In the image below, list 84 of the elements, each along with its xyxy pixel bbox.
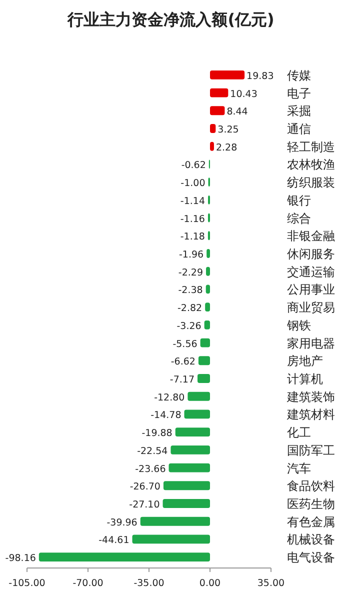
y-tick-label: 纺织服装 <box>287 176 335 190</box>
y-tick-label: 建筑材料 <box>286 408 335 422</box>
chart-title: 行业主力资金净流入额(亿元) <box>66 10 274 29</box>
data-label: -6.62 <box>170 356 196 368</box>
data-label: -7.17 <box>170 374 195 386</box>
x-tick-label: -70.00 <box>72 578 104 589</box>
bar <box>210 88 228 98</box>
y-tick-label: 非银金融 <box>287 229 335 244</box>
y-tick-label: 银行 <box>286 193 311 208</box>
data-label: -2.38 <box>178 285 203 296</box>
y-tick-label: 综合 <box>287 211 311 226</box>
bar <box>175 428 210 437</box>
data-label: -19.88 <box>142 428 172 440</box>
data-label: -12.80 <box>154 392 185 404</box>
data-label: -39.96 <box>106 517 138 528</box>
y-tick-label: 机械设备 <box>287 532 335 547</box>
y-tick-label: 采掘 <box>287 104 311 118</box>
data-label: -22.54 <box>137 446 168 457</box>
bar <box>210 106 225 116</box>
data-label: 3.25 <box>218 124 239 136</box>
data-label: -27.10 <box>129 500 160 510</box>
x-tick-label: -35.00 <box>134 578 164 589</box>
data-label: -3.26 <box>176 320 202 332</box>
y-tick-label: 房地产 <box>287 354 323 368</box>
y-tick-label: 电子 <box>287 86 311 100</box>
y-tick-label: 通信 <box>287 122 311 136</box>
bar <box>140 516 210 526</box>
bar <box>206 249 210 258</box>
y-tick-label: 商业贸易 <box>287 300 335 315</box>
y-tick-label: 医药生物 <box>287 497 335 511</box>
data-label: -2.29 <box>178 267 204 278</box>
x-tick-label: -105.00 <box>8 578 46 589</box>
bar <box>198 356 210 366</box>
y-tick-label: 农林牧渔 <box>287 158 335 172</box>
y-tick-label: 汽车 <box>287 461 311 476</box>
data-label: -1.16 <box>180 214 205 225</box>
bar <box>38 552 210 562</box>
bar <box>188 392 210 401</box>
bar <box>205 302 210 312</box>
data-label: -98.16 <box>5 553 36 564</box>
data-label: -0.62 <box>181 160 206 172</box>
bar <box>132 534 210 544</box>
bar <box>210 142 214 151</box>
y-tick-label: 传媒 <box>287 68 311 82</box>
y-tick-label: 公用事业 <box>287 282 335 297</box>
data-label: -44.61 <box>98 535 130 546</box>
y-tick-label: 食品饮料 <box>287 479 335 494</box>
data-label: 19.83 <box>246 70 274 82</box>
bar <box>168 463 210 472</box>
y-tick-label: 休闲服务 <box>287 247 335 261</box>
bar <box>204 320 210 330</box>
data-label: 10.43 <box>230 88 258 100</box>
bar <box>198 374 210 383</box>
bar <box>210 124 216 133</box>
bar <box>210 70 245 80</box>
data-label: -26.70 <box>130 482 160 493</box>
bar <box>184 410 210 419</box>
bar <box>206 266 210 276</box>
data-label: -14.78 <box>150 410 182 422</box>
y-tick-label: 化工 <box>287 426 311 440</box>
bar <box>170 445 210 454</box>
data-label: -5.56 <box>172 338 198 350</box>
y-tick-label: 轻工制造 <box>287 140 335 154</box>
data-label: -2.82 <box>177 303 202 314</box>
y-tick-label: 建筑装饰 <box>286 390 335 404</box>
data-label: -1.18 <box>180 232 205 243</box>
bar <box>200 338 210 348</box>
y-tick-label: 计算机 <box>287 372 323 386</box>
y-tick-label: 钢铁 <box>286 318 311 332</box>
data-label: -1.14 <box>180 196 206 207</box>
y-tick-label: 交通运输 <box>287 264 335 279</box>
data-label: -23.66 <box>135 464 166 475</box>
bar <box>162 499 210 508</box>
data-label: 2.28 <box>216 142 238 154</box>
y-tick-label: 有色金属 <box>287 514 335 529</box>
y-tick-label: 家用电器 <box>287 336 335 350</box>
x-tick-label: 35.00 <box>257 578 285 589</box>
data-label: -1.00 <box>180 178 206 190</box>
data-label: 8.44 <box>226 106 248 118</box>
y-tick-label: 国防军工 <box>287 443 335 458</box>
x-tick-label: 0.00 <box>199 578 221 589</box>
y-tick-label: 电气设备 <box>287 550 335 565</box>
bar <box>163 481 210 490</box>
data-label: -1.96 <box>178 250 204 260</box>
